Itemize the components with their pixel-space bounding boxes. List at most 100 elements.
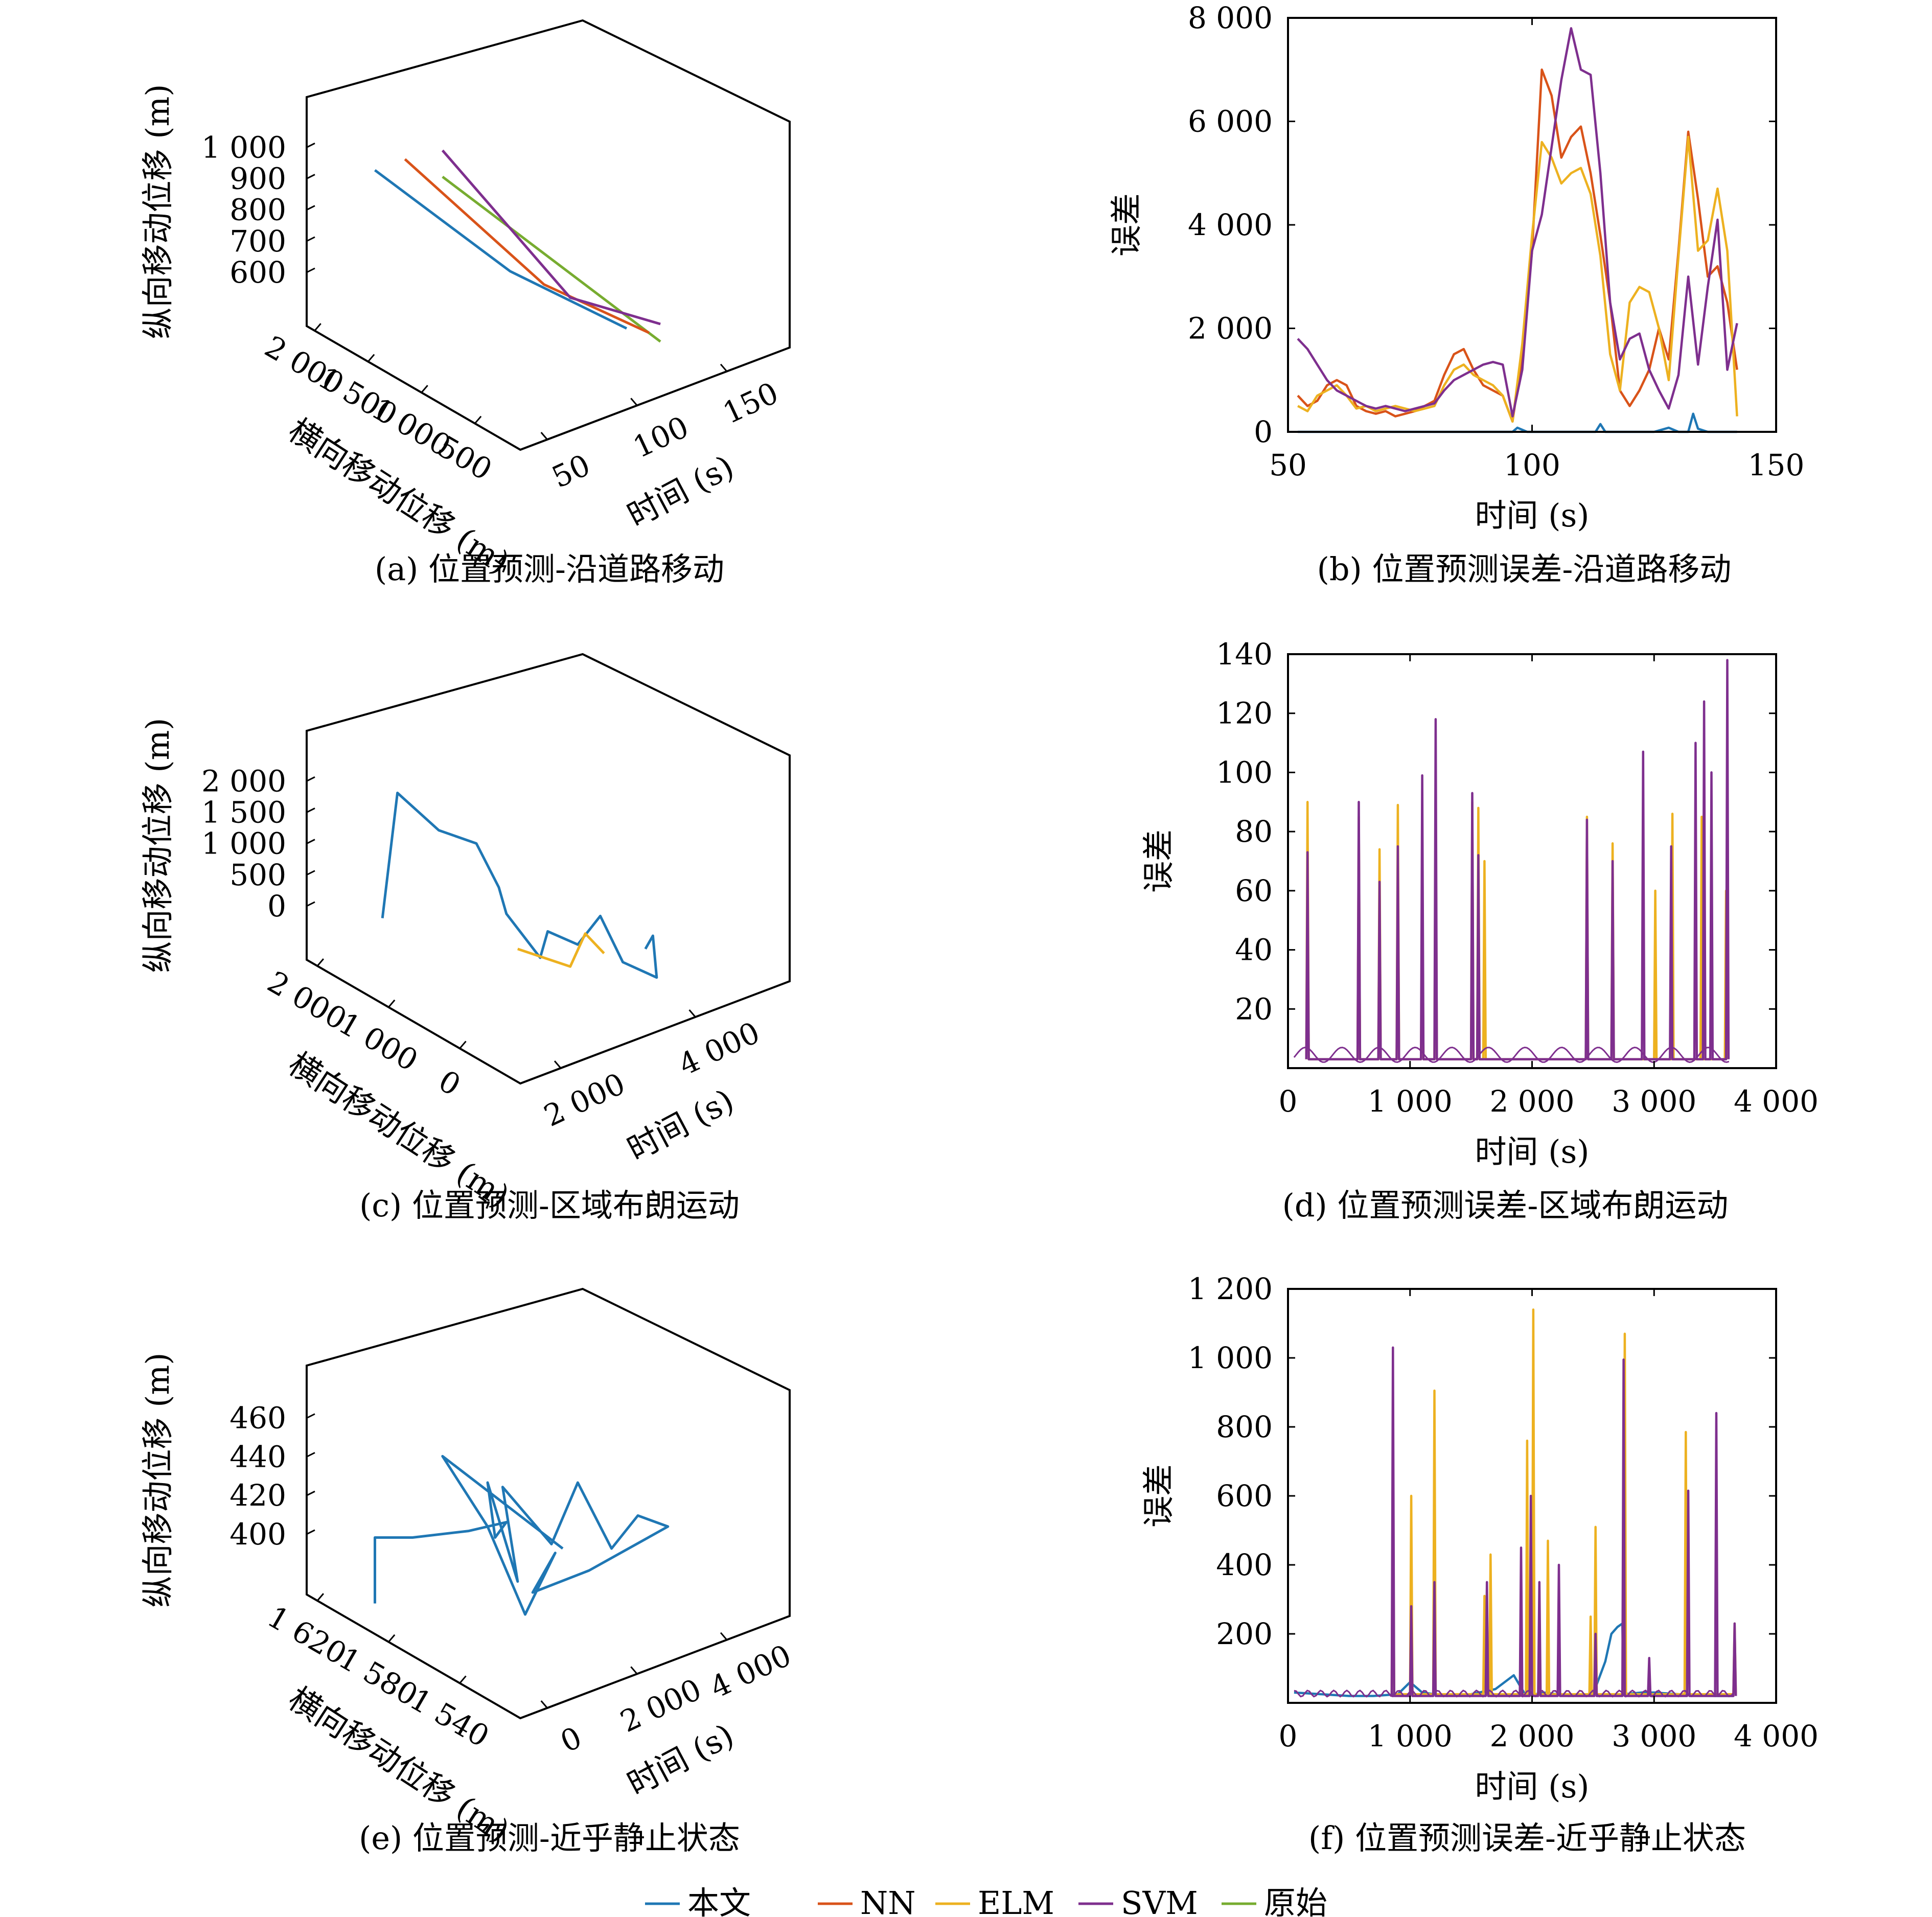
z-axis-label-a: 纵向移动位移 (m) — [139, 84, 176, 339]
z-axis-label-e: 纵向移动位移 (m) — [139, 1353, 176, 1608]
caption-a: (a) 位置预测-沿道路移动 — [375, 550, 724, 588]
series-f-本文 — [1294, 1622, 1734, 1697]
z-tick-label-a: 600 — [229, 255, 286, 290]
y-tick-mark-a — [421, 385, 428, 394]
caption-f: (f) 位置预测误差-近乎静止状态 — [1308, 1819, 1746, 1857]
y-tick-label-f: 400 — [1216, 1548, 1273, 1582]
x-tick-mark-a — [540, 432, 548, 440]
z-tick-label-a: 800 — [229, 193, 286, 227]
x-axis-label-d: 时间 (s) — [1475, 1133, 1590, 1170]
x-tick-mark-e — [720, 1632, 728, 1641]
x-tick-mark-c — [688, 1009, 696, 1018]
y-axis-label-b: 误差 — [1108, 193, 1145, 257]
cube-frame-e — [306, 1287, 791, 1720]
series-b-NN — [1297, 68, 1738, 423]
z-tick-mark-c — [306, 807, 315, 813]
x-tick-label-b: 50 — [1269, 448, 1307, 482]
chart-f: 0 1 000 2 000 3 000 4 000 200 400 600 800 1 000 1 … — [1140, 1272, 1819, 1805]
series-f-ELM — [1390, 1308, 1737, 1696]
y-tick-label-f: 600 — [1216, 1479, 1273, 1513]
z-tick-label-e: 420 — [229, 1478, 286, 1513]
x-axis-label-a: 时间 (s) — [621, 448, 740, 535]
z-tick-mark-a — [306, 236, 315, 242]
z-tick-label-a: 900 — [229, 161, 286, 196]
series-f-noise — [1294, 1689, 1736, 1698]
x-tick-label-a: 100 — [628, 409, 694, 465]
z-tick-label-a: 1 000 — [201, 130, 286, 165]
z-tick-mark-c — [306, 839, 315, 844]
x-tick-label-e: 4 000 — [705, 1638, 796, 1705]
legend-label-0: 本文 — [687, 1884, 751, 1917]
z-tick-label-c: 500 — [229, 858, 286, 892]
legend: 本文 NN ELM SVM 原始 — [645, 1884, 1327, 1917]
z-axis-label-c: 纵向移动位移 (m) — [139, 718, 176, 973]
legend-label-2: ELM — [978, 1884, 1054, 1917]
z-tick-mark-e — [306, 1529, 315, 1535]
chart-d: 0 1 000 2 000 3 000 4 000 20 40 60 80 100 120 140 时间… — [1140, 637, 1819, 1170]
cube-frame-a — [306, 19, 791, 451]
x-tick-mark-a — [720, 363, 728, 372]
z-tick-mark-c — [306, 776, 315, 782]
y-axis-label-d: 误差 — [1140, 829, 1177, 893]
series-d-ELM — [1305, 786, 1729, 1060]
y-tick-mark-e — [388, 1634, 396, 1643]
series-a-NN — [404, 158, 650, 334]
y-tick-label-e: 1 540 — [404, 1681, 495, 1754]
y-tick-label-b: 8 000 — [1188, 1, 1273, 35]
x-tick-label-d: 2 000 — [1489, 1084, 1574, 1119]
z-tick-mark-a — [306, 143, 315, 148]
x-tick-mark-c — [554, 1060, 562, 1069]
series-a-SVM — [441, 149, 661, 326]
y-tick-label-d: 60 — [1235, 873, 1273, 908]
legend-label-3: SVM — [1121, 1884, 1198, 1917]
caption-b: (b) 位置预测误差-沿道路移动 — [1317, 550, 1732, 588]
series-b-SVM — [1297, 27, 1738, 418]
series-b-ELM — [1297, 135, 1738, 423]
x-tick-label-d: 1 000 — [1368, 1084, 1453, 1119]
x-tick-label-e: 0 — [555, 1720, 587, 1759]
x-tick-label-a: 50 — [546, 447, 595, 495]
y-tick-label-c: 0 — [433, 1063, 467, 1102]
x-axis-label-f: 时间 (s) — [1475, 1768, 1590, 1805]
z-tick-mark-a — [306, 174, 315, 179]
z-tick-label-c: 0 — [267, 889, 286, 923]
y-tick-label-b: 0 — [1254, 414, 1273, 449]
x-tick-label-d: 4 000 — [1734, 1084, 1819, 1119]
y-tick-mark-a — [314, 323, 321, 332]
series-b-本文 — [1298, 412, 1737, 433]
y-axis-label-f: 误差 — [1140, 1464, 1177, 1528]
x-axis-label-b: 时间 (s) — [1475, 497, 1590, 534]
caption-d: (d) 位置预测误差-区域布朗运动 — [1282, 1187, 1729, 1224]
z-tick-label-c: 1 000 — [201, 826, 286, 861]
y-tick-mark-c — [388, 999, 396, 1008]
series-a-原始 — [442, 175, 661, 343]
y-tick-label-b: 4 000 — [1188, 207, 1273, 242]
x-tick-label-f: 1 000 — [1368, 1719, 1453, 1753]
y-tick-label-d: 100 — [1216, 755, 1273, 790]
y-tick-label-d: 40 — [1235, 933, 1273, 967]
x-tick-label-f: 3 000 — [1612, 1719, 1696, 1753]
z-tick-mark-c — [306, 870, 315, 876]
y-tick-label-c: 1 000 — [333, 1005, 424, 1078]
y-tick-mark-e — [459, 1675, 467, 1684]
x-tick-mark-a — [630, 398, 638, 406]
legend-label-1: NN — [860, 1884, 916, 1917]
y-tick-mark-a — [367, 354, 375, 362]
z-tick-mark-a — [306, 205, 315, 211]
y-tick-label-b: 6 000 — [1188, 104, 1273, 139]
series-c-本文 — [381, 792, 658, 979]
chart-b: 50 100 150 0 2 000 4 000 6 000 8 000 时间 (s) 误差 — [1108, 1, 1804, 534]
z-tick-label-e: 460 — [229, 1401, 286, 1436]
y-tick-label-d: 20 — [1235, 991, 1273, 1026]
legend-label-4: 原始 — [1264, 1884, 1327, 1917]
y-tick-mark-c — [459, 1041, 467, 1049]
x-tick-mark-e — [630, 1666, 638, 1675]
x-tick-label-c: 2 000 — [539, 1066, 630, 1134]
y-tick-label-f: 1 000 — [1188, 1341, 1273, 1375]
y-tick-mark-c — [316, 958, 325, 967]
z-tick-mark-e — [306, 1413, 315, 1419]
y-tick-label-f: 1 200 — [1188, 1272, 1273, 1306]
